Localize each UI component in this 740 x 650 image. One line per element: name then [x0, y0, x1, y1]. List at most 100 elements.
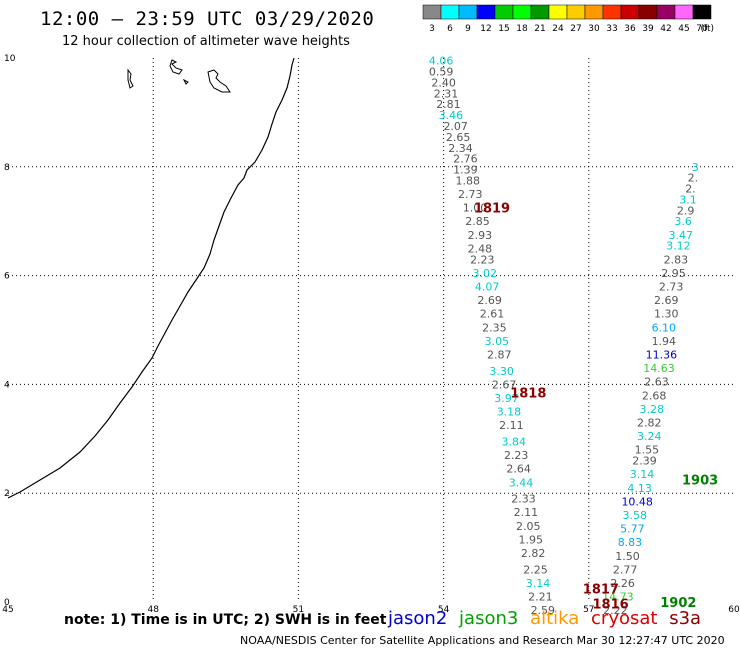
track-descending-1819-1816: 4.060.592.402.312.813.462.072.652.342.76…	[429, 55, 555, 617]
legend-label: 45	[678, 24, 689, 34]
wave-height-value: 2.73	[659, 280, 684, 293]
wave-height-value: 3.97	[494, 392, 519, 405]
legend-swatch	[620, 4, 640, 20]
x-tick-label: 45	[2, 605, 13, 615]
wave-height-value: 3.47	[669, 229, 694, 242]
legend-swatch	[692, 4, 712, 20]
wave-height-value: 4.07	[475, 280, 500, 293]
wave-height-value: 2.07	[443, 120, 468, 133]
x-tick-label: 60	[728, 605, 740, 615]
wave-height-value: 2.82	[521, 547, 546, 560]
wave-height-value: 14.73	[602, 591, 634, 604]
wave-height-legend: 3 6 9 12 15 18 21 24 27 30 33 36 39 42 45 70(ft)	[422, 4, 714, 34]
wave-height-value: 2.93	[468, 229, 493, 242]
pass-number-label: 1818	[510, 387, 546, 402]
legend-swatch	[458, 4, 478, 20]
wave-height-value: 2.68	[642, 389, 667, 402]
island-shape	[182, 78, 189, 85]
legend-swatch	[656, 4, 676, 20]
wave-height-value: 0.59	[429, 66, 454, 79]
wave-height-value: 2.33	[511, 493, 536, 506]
wave-height-value: 8.83	[618, 536, 643, 549]
wave-height-value: 2.77	[613, 563, 638, 576]
wave-height-value: 2.21	[528, 591, 553, 604]
legend-label: 36	[624, 24, 636, 34]
y-tick-label: 6	[4, 272, 10, 282]
wave-height-value: 2.73	[458, 188, 483, 201]
wave-height-value: 2.67	[492, 378, 517, 391]
wave-height-value: 1.00	[463, 202, 488, 215]
altimeter-tracks: 4.060.592.402.312.813.462.072.652.342.76…	[429, 55, 699, 617]
wave-height-value: 3.02	[472, 267, 497, 280]
wave-height-value: 2.23	[504, 449, 529, 462]
wave-height-value: 2.9	[677, 204, 695, 217]
wave-height-value: 2.35	[482, 321, 507, 334]
y-tick-label: 8	[4, 163, 10, 173]
wave-height-value: 3.14	[630, 468, 655, 481]
wave-height-value: 5.77	[620, 523, 645, 536]
pass-number-label: 1816	[592, 598, 628, 613]
wave-height-value: 2.31	[434, 87, 459, 100]
wave-height-value: 1.39	[453, 164, 478, 177]
wave-height-value: 3	[692, 161, 699, 174]
wave-height-value: 2.85	[465, 215, 490, 228]
satellite-s3a: s3a	[669, 608, 702, 629]
wave-height-value: 2.	[688, 172, 699, 185]
wave-height-value: 11.36	[646, 348, 678, 361]
legend-swatch	[476, 4, 496, 20]
wave-height-value: 2.81	[436, 98, 461, 111]
y-tick-label: 0	[4, 598, 10, 608]
legend-swatch	[638, 4, 658, 20]
coastline	[7, 57, 295, 499]
legend-swatch	[530, 4, 550, 20]
wave-height-value: 3.24	[637, 430, 662, 443]
pass-number-label: 1817	[583, 582, 619, 597]
legend-label: 12	[480, 24, 491, 34]
wave-height-value: 2.87	[487, 348, 512, 361]
x-tick-label: 57	[583, 605, 594, 615]
wave-height-value: 2.82	[637, 416, 662, 429]
wave-height-value: 3.46	[439, 109, 464, 122]
pass-number-label: 1819	[474, 202, 510, 217]
wave-height-value: 2.22	[603, 604, 628, 617]
wave-height-value: 1.55	[635, 444, 660, 457]
legend-label: 42	[660, 24, 671, 34]
wave-height-value: 2.76	[453, 153, 478, 166]
x-tick-label: 48	[147, 605, 159, 615]
wave-height-value: 1.88	[456, 174, 481, 187]
wave-height-value: 2.23	[470, 253, 495, 266]
island-shape	[169, 59, 183, 75]
wave-height-value: 2.11	[514, 506, 539, 519]
wave-height-value: 2.34	[448, 142, 473, 155]
satellite-cryosat: cryosat	[591, 608, 658, 629]
legend-swatch	[602, 4, 622, 20]
legend-swatch	[548, 4, 568, 20]
wave-height-value: 6.10	[652, 321, 677, 334]
y-tick-label: 10	[4, 54, 16, 64]
wave-height-value: 2.83	[664, 253, 689, 266]
legend-label: 18	[516, 24, 528, 34]
wave-height-value: 14.63	[643, 362, 675, 375]
island-shape	[127, 68, 134, 89]
legend-label: 30	[588, 24, 600, 34]
wave-height-value: 2.69	[654, 294, 679, 307]
satellite-altika: altika	[530, 608, 580, 629]
legend-swatch	[440, 4, 460, 20]
legend-swatch	[566, 4, 586, 20]
credit-line: NOAA/NESDIS Center for Satellite Applica…	[240, 634, 725, 647]
wave-height-value: 2.48	[468, 242, 493, 255]
wave-height-value: 3.1	[679, 193, 697, 206]
satellite-jason2: jason2	[388, 608, 448, 629]
map-subtitle: 12 hour collection of altimeter wave hei…	[62, 34, 350, 49]
legend-label: 70	[696, 24, 708, 34]
wave-height-value: 4.06	[429, 55, 454, 68]
satellite-jason3: jason3	[459, 608, 519, 629]
legend-swatch	[494, 4, 514, 20]
legend-swatch	[422, 4, 442, 20]
track-ascending-1902-1903: 2.2214.732.262.771.508.835.773.5810.484.…	[602, 161, 699, 617]
legend-label: 27	[570, 24, 581, 34]
wave-height-value: 3.12	[666, 240, 691, 253]
wave-height-value: 3.30	[489, 365, 514, 378]
